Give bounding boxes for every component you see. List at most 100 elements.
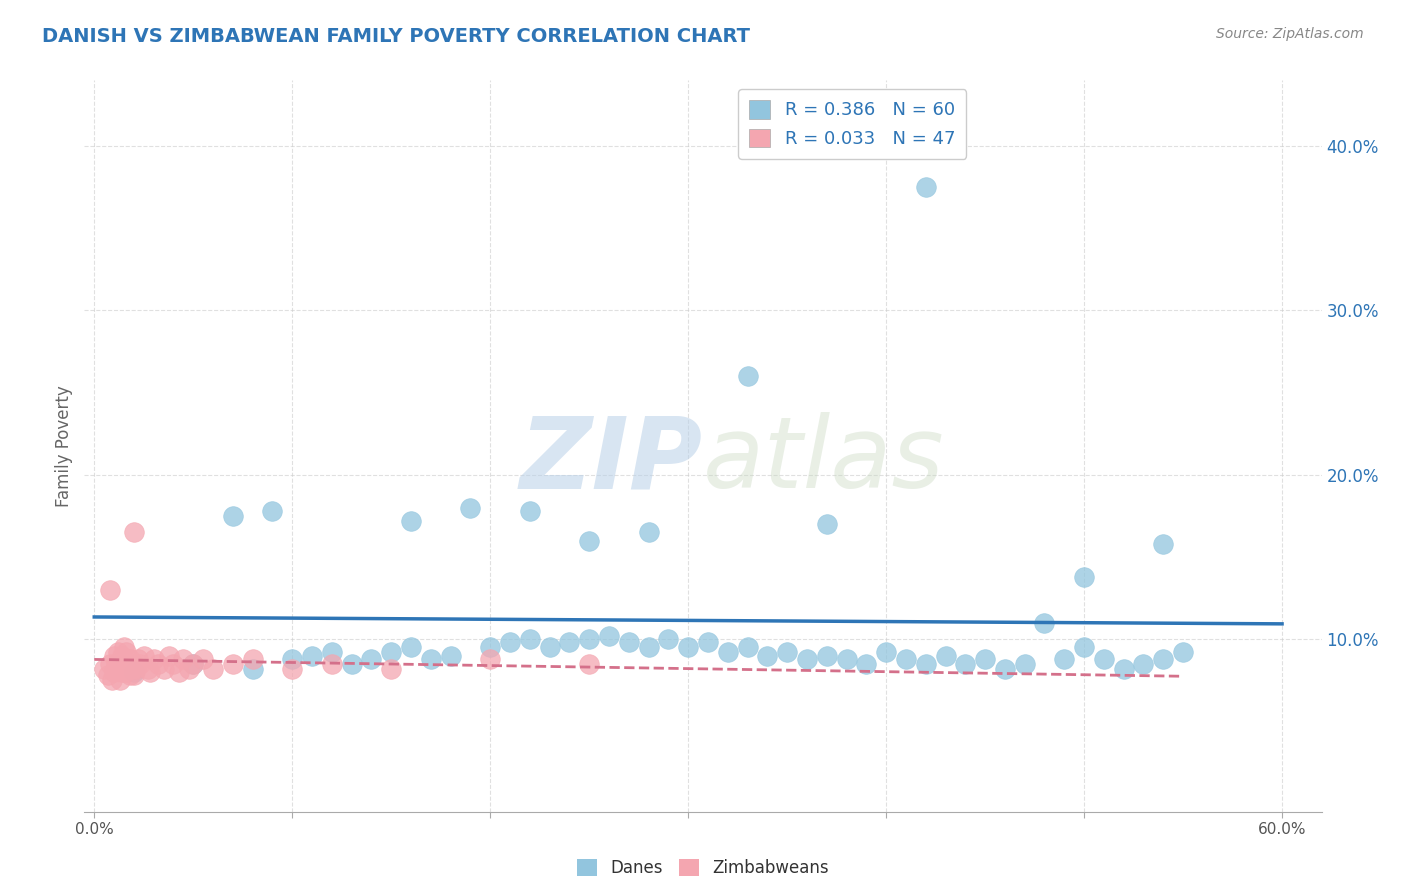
Point	[98, 657, 121, 671]
Point	[499, 635, 522, 649]
Text: DANISH VS ZIMBABWEAN FAMILY POVERTY CORRELATION CHART: DANISH VS ZIMBABWEAN FAMILY POVERTY CORR…	[42, 27, 751, 45]
Point	[142, 652, 165, 666]
Point	[222, 508, 245, 523]
Point	[122, 657, 145, 671]
Point	[875, 645, 897, 659]
Point	[519, 632, 541, 647]
Point	[98, 582, 121, 597]
Point	[93, 662, 115, 676]
Point	[776, 645, 799, 659]
Point	[676, 640, 699, 655]
Point	[380, 645, 402, 659]
Point	[118, 668, 141, 682]
Point	[1073, 569, 1095, 583]
Point	[974, 652, 997, 666]
Point	[1073, 640, 1095, 655]
Point	[399, 514, 422, 528]
Point	[617, 635, 640, 649]
Point	[399, 640, 422, 655]
Point	[419, 652, 441, 666]
Point	[222, 657, 245, 671]
Point	[138, 665, 160, 679]
Point	[934, 648, 956, 663]
Point	[181, 657, 204, 671]
Point	[162, 657, 184, 671]
Point	[637, 525, 659, 540]
Point	[136, 662, 159, 676]
Point	[955, 657, 977, 671]
Point	[115, 645, 138, 659]
Point	[894, 652, 917, 666]
Point	[108, 657, 131, 671]
Point	[101, 673, 124, 688]
Point	[108, 673, 131, 688]
Point	[111, 648, 134, 663]
Point	[146, 657, 169, 671]
Legend: Danes, Zimbabweans: Danes, Zimbabweans	[569, 853, 837, 884]
Point	[697, 635, 720, 649]
Point	[1132, 657, 1154, 671]
Point	[737, 369, 759, 384]
Point	[380, 662, 402, 676]
Point	[125, 662, 148, 676]
Point	[914, 180, 936, 194]
Point	[1092, 652, 1115, 666]
Point	[519, 504, 541, 518]
Point	[115, 665, 138, 679]
Text: atlas: atlas	[703, 412, 945, 509]
Point	[578, 632, 600, 647]
Point	[121, 662, 143, 676]
Point	[181, 657, 204, 671]
Point	[262, 504, 284, 518]
Point	[202, 662, 225, 676]
Point	[132, 648, 155, 663]
Point	[107, 662, 129, 676]
Point	[127, 652, 149, 666]
Point	[1152, 652, 1174, 666]
Point	[1112, 662, 1135, 676]
Point	[835, 652, 858, 666]
Point	[122, 668, 145, 682]
Point	[107, 645, 129, 659]
Point	[717, 645, 740, 659]
Text: ZIP: ZIP	[520, 412, 703, 509]
Point	[103, 648, 125, 663]
Point	[1152, 537, 1174, 551]
Point	[242, 662, 264, 676]
Point	[152, 662, 174, 676]
Point	[460, 500, 482, 515]
Point	[598, 629, 620, 643]
Point	[111, 665, 134, 679]
Point	[301, 648, 323, 663]
Point	[1014, 657, 1036, 671]
Point	[737, 640, 759, 655]
Point	[122, 665, 145, 679]
Point	[756, 648, 779, 663]
Text: Source: ZipAtlas.com: Source: ZipAtlas.com	[1216, 27, 1364, 41]
Point	[815, 517, 838, 532]
Point	[281, 652, 304, 666]
Point	[439, 648, 461, 663]
Point	[657, 632, 679, 647]
Point	[1171, 645, 1194, 659]
Point	[815, 648, 838, 663]
Point	[191, 652, 214, 666]
Y-axis label: Family Poverty: Family Poverty	[55, 385, 73, 507]
Point	[538, 640, 561, 655]
Point	[159, 648, 181, 663]
Point	[112, 640, 135, 655]
Point	[122, 525, 145, 540]
Point	[360, 652, 382, 666]
Point	[242, 652, 264, 666]
Point	[558, 635, 581, 649]
Point	[994, 662, 1017, 676]
Point	[103, 665, 125, 679]
Point	[578, 533, 600, 548]
Point	[321, 645, 343, 659]
Point	[340, 657, 363, 671]
Point	[112, 657, 135, 671]
Point	[105, 657, 128, 671]
Point	[281, 662, 304, 676]
Point	[169, 665, 191, 679]
Point	[1053, 652, 1076, 666]
